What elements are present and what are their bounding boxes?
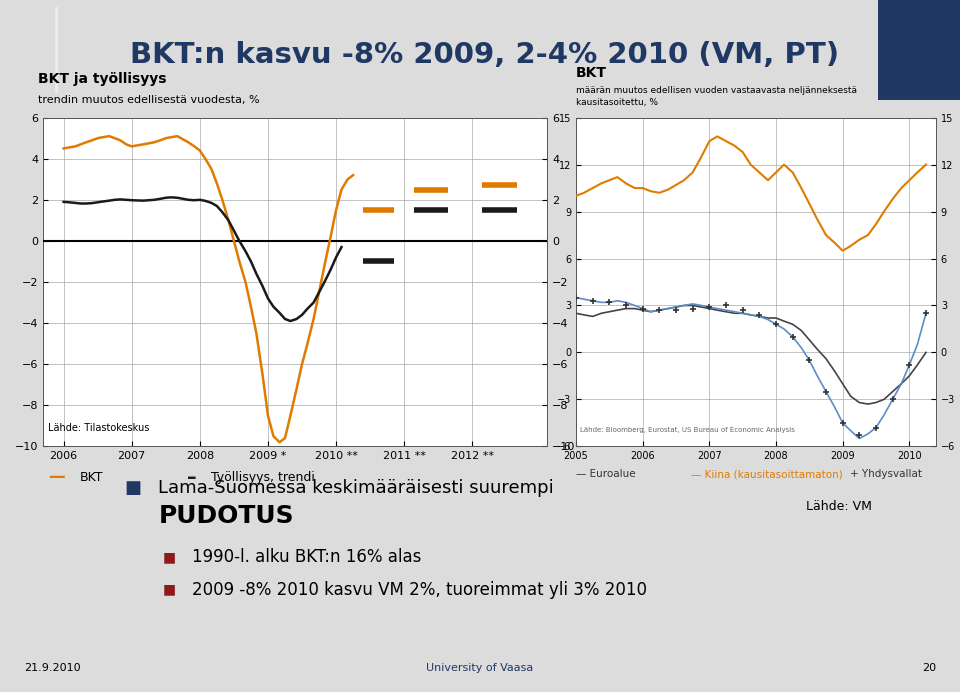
Text: kausitasoitettu, %: kausitasoitettu, % — [576, 98, 658, 107]
Text: —: — — [48, 468, 64, 486]
Text: BKT:n kasvu -8% 2009, 2-4% 2010 (VM, PT): BKT:n kasvu -8% 2009, 2-4% 2010 (VM, PT) — [130, 42, 839, 69]
Text: BKT: BKT — [80, 471, 103, 484]
Text: 20: 20 — [922, 664, 936, 673]
Text: ■: ■ — [125, 479, 142, 497]
Text: ■: ■ — [163, 583, 177, 597]
Text: 21.9.2010: 21.9.2010 — [24, 664, 81, 673]
Text: PUDOTUS: PUDOTUS — [158, 504, 294, 527]
Text: 2009 -8% 2010 kasvu VM 2%, tuoreimmat yli 3% 2010: 2009 -8% 2010 kasvu VM 2%, tuoreimmat yl… — [192, 581, 647, 599]
Text: BKT ja työllisyys: BKT ja työllisyys — [38, 73, 167, 86]
Text: Lähde: Bloomberg, Eurostat, US Bureau of Economic Analysis: Lähde: Bloomberg, Eurostat, US Bureau of… — [580, 427, 795, 433]
Text: määrän muutos edellisen vuoden vastaavasta neljänneksestä: määrän muutos edellisen vuoden vastaavas… — [576, 86, 857, 95]
Text: + Yhdysvallat: + Yhdysvallat — [850, 469, 922, 479]
Text: ■: ■ — [163, 550, 177, 564]
Text: –: – — [187, 468, 197, 487]
Text: — Kiina (kausitasoittamaton): — Kiina (kausitasoittamaton) — [691, 469, 843, 479]
Text: BKT: BKT — [576, 66, 607, 80]
Text: Lähde: VM: Lähde: VM — [806, 500, 873, 513]
Text: Lähde: Tilastokeskus: Lähde: Tilastokeskus — [48, 424, 150, 433]
Text: — Euroalue: — Euroalue — [576, 469, 636, 479]
Text: trendin muutos edellisestä vuodesta, %: trendin muutos edellisestä vuodesta, % — [38, 95, 260, 105]
Text: 1990-l. alku BKT:n 16% alas: 1990-l. alku BKT:n 16% alas — [192, 548, 421, 566]
Bar — [878, 0, 960, 100]
Text: Lama-Suomessa keskimääräisesti suurempi: Lama-Suomessa keskimääräisesti suurempi — [158, 479, 554, 497]
Text: University of Vaasa: University of Vaasa — [426, 664, 534, 673]
Text: Työllisyys, trendi: Työllisyys, trendi — [211, 471, 315, 484]
